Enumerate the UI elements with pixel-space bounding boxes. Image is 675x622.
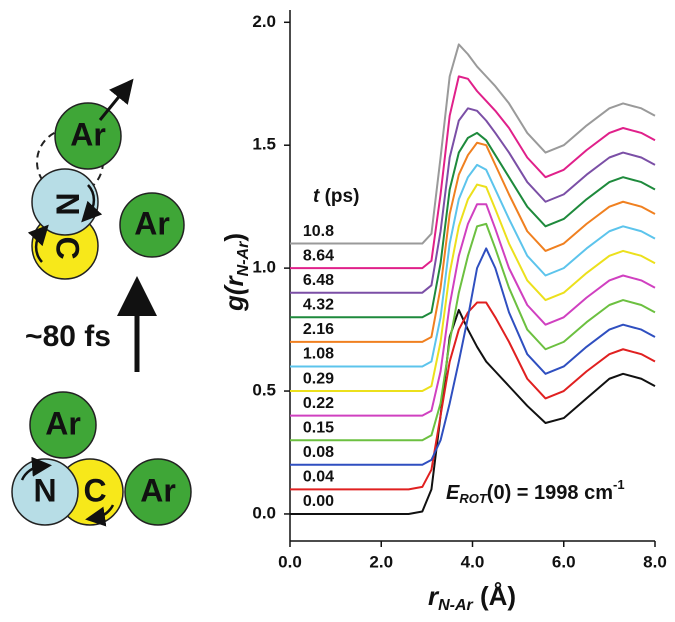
atom xyxy=(29,391,97,459)
atom xyxy=(119,192,185,258)
y-tick-label: 1.0 xyxy=(252,258,276,277)
series-line xyxy=(290,107,656,294)
legend-label: 6.48 xyxy=(303,272,334,289)
rotation-arrow xyxy=(85,504,115,527)
y-tick-label: 0.5 xyxy=(252,381,276,400)
rotation-arrow xyxy=(81,184,103,223)
legend-label: 0.15 xyxy=(303,419,334,436)
series-line xyxy=(290,183,656,393)
series-line xyxy=(290,222,656,442)
time-label: ~80 fs xyxy=(25,320,111,353)
series-line xyxy=(290,43,656,245)
x-tick-label: 6.0 xyxy=(552,552,576,571)
diagram: Ar N C Ar ~80 fs Ar N C Ar xyxy=(11,78,192,527)
series-line xyxy=(290,308,656,515)
atom-label: N xyxy=(50,192,86,215)
legend-label: 2.16 xyxy=(303,321,334,338)
annotation: EROT(0) = 1998 cm-1 xyxy=(446,477,625,506)
series-line xyxy=(290,131,656,319)
legend-label: 0.04 xyxy=(303,469,334,486)
series-line xyxy=(290,301,656,491)
x-tick-label: 0.0 xyxy=(278,552,302,571)
y-tick-label: 0.0 xyxy=(252,503,276,522)
atom xyxy=(54,102,122,170)
rotation-arrow xyxy=(27,224,49,263)
y-tick-label: 2.0 xyxy=(252,12,276,31)
legend-label: 8.64 xyxy=(303,247,334,264)
atom-label: Ar xyxy=(70,116,106,152)
legend-label: 0.08 xyxy=(303,444,334,461)
atom-label: C xyxy=(83,472,106,508)
legend-label: 0.00 xyxy=(303,493,334,510)
series-line xyxy=(290,163,656,368)
legend-label: 4.32 xyxy=(303,297,334,314)
legend-label: 1.08 xyxy=(303,346,334,363)
atom xyxy=(124,458,192,526)
series-line xyxy=(290,141,656,343)
x-axis-label: rN-Ar (Å) xyxy=(428,581,516,614)
legend-title: t (ps) xyxy=(313,186,359,207)
legend-label: 10.8 xyxy=(303,223,334,240)
x-tick-label: 8.0 xyxy=(643,552,667,571)
atom-label: N xyxy=(33,472,56,508)
arrow xyxy=(98,78,134,121)
series-line xyxy=(290,203,656,417)
series-line xyxy=(290,75,656,270)
rotation-arrow xyxy=(20,456,52,481)
x-tick-label: 4.0 xyxy=(461,552,485,571)
atom-label: Ar xyxy=(134,205,170,241)
series-line xyxy=(290,247,656,466)
atom-label: C xyxy=(50,236,86,259)
atom-label: Ar xyxy=(140,472,176,508)
x-tick-label: 2.0 xyxy=(369,552,393,571)
legend-label: 0.22 xyxy=(303,395,334,412)
legend-label: 0.29 xyxy=(303,370,334,387)
y-axis-label: g(rN-Ar) xyxy=(219,233,252,312)
atom-label: Ar xyxy=(45,405,81,441)
y-tick-label: 1.5 xyxy=(252,135,276,154)
